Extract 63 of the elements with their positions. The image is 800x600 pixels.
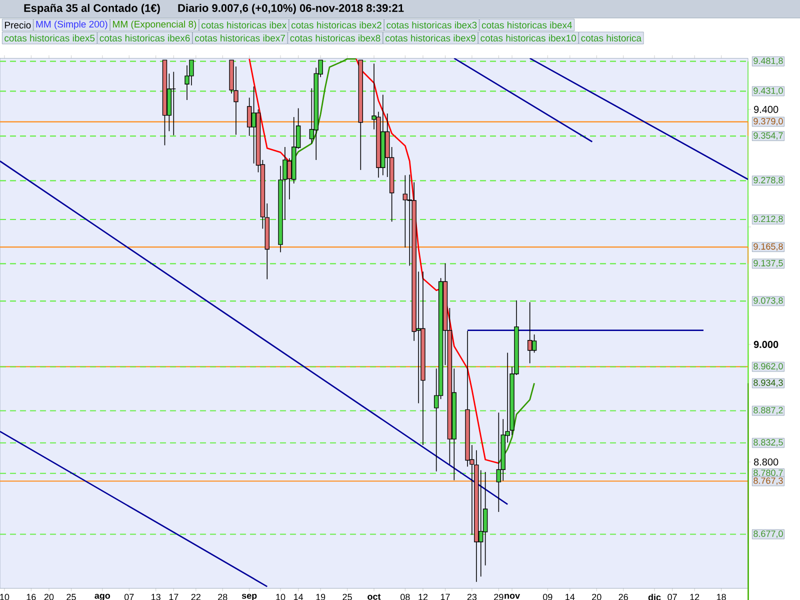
chart-title: España 35 al Contado (1€) bbox=[24, 4, 160, 14]
y-tick-label: 9.400 bbox=[754, 106, 778, 113]
text: cotas historicas ibex3 bbox=[386, 22, 477, 28]
text: cotas historicas ibex8 bbox=[290, 34, 380, 42]
x-tick-label: 25 bbox=[66, 594, 76, 600]
y-tick-label: 9.000 bbox=[754, 340, 778, 348]
ref-line-label: 9.431,0 bbox=[754, 87, 783, 95]
x-tick-label: 25 bbox=[342, 594, 352, 600]
ref-line-label: 9.354,7 bbox=[754, 132, 783, 140]
x-tick-label: 14 bbox=[294, 594, 304, 600]
x-tick-label: 19 bbox=[316, 594, 326, 600]
text: cotas historicas ibex7 bbox=[195, 34, 285, 42]
text: 8.934,3 bbox=[754, 380, 783, 387]
ref-line-label: 8.832,5 bbox=[754, 439, 783, 447]
x-tick-label: 07 bbox=[124, 594, 134, 600]
x-tick-label: 10 bbox=[276, 594, 286, 600]
x-tick-label: 12 bbox=[690, 594, 700, 600]
x-tick-label: dic bbox=[648, 594, 661, 600]
x-tick-label: 07 bbox=[668, 594, 677, 600]
x-tick-label: 23 bbox=[467, 594, 477, 600]
x-tick-label: 12 bbox=[418, 594, 428, 600]
text: cotas historicas ibex6 bbox=[100, 34, 190, 42]
ref-line-label: 8.962,0 bbox=[754, 363, 783, 371]
ref-line-label: 8.887,2 bbox=[754, 407, 783, 414]
ref-line-label: 8.767,3 bbox=[754, 477, 783, 485]
x-tick-label: 13 bbox=[152, 594, 160, 600]
ref-line-label: 9.073,8 bbox=[754, 297, 783, 305]
x-tick-label: 29 bbox=[494, 594, 504, 600]
x-tick-label: 17 bbox=[440, 594, 450, 600]
x-tick-label: 22 bbox=[191, 594, 200, 600]
x-tick-label: 14 bbox=[566, 594, 575, 600]
y-tick-label: 8.800 bbox=[754, 458, 778, 466]
ref-line-label: 9.278,8 bbox=[754, 176, 783, 184]
text: Precio bbox=[4, 22, 31, 28]
text: cotas historica bbox=[581, 34, 642, 42]
x-tick-label: 17 bbox=[169, 594, 178, 600]
ref-line-label: 9.212,8 bbox=[754, 216, 783, 224]
x-tick-label: 08 bbox=[400, 594, 410, 600]
text: cotas historicas ibex9 bbox=[385, 34, 476, 42]
x-tick-label: 26 bbox=[618, 594, 628, 600]
chart-subtitle: Diario 9.007,6 (+0,10%) 06-nov-2018 8:39:21 bbox=[178, 4, 404, 14]
x-tick-label: 16 bbox=[26, 594, 36, 600]
x-tick-label: 10 bbox=[0, 594, 10, 600]
x-tick-label: 28 bbox=[218, 594, 228, 600]
ref-line-label: 9.137,5 bbox=[754, 260, 783, 268]
x-tick-label: 18 bbox=[716, 594, 726, 600]
ref-line-label: 8.677,0 bbox=[754, 530, 783, 538]
text: cotas historicas ibex2 bbox=[291, 22, 382, 28]
ref-line-label: 9.379,0 bbox=[754, 118, 783, 126]
text: MM (Simple 200) bbox=[36, 20, 108, 30]
text: cotas historicas ibex10 bbox=[480, 34, 576, 42]
text: cotas historicas ibex4 bbox=[482, 22, 572, 28]
x-tick-label: 09 bbox=[542, 594, 552, 600]
ref-line-label: 9.165,8 bbox=[754, 243, 783, 251]
ref-line-label: 9.481,8 bbox=[754, 58, 783, 66]
x-tick-label: 20 bbox=[44, 594, 54, 600]
x-tick-label: oct bbox=[368, 594, 381, 600]
text: cotas historicas ibex bbox=[202, 22, 287, 28]
text: MM (Exponencial 8) bbox=[113, 20, 196, 30]
text: cotas historicas ibex5 bbox=[4, 34, 95, 42]
ref-line-label: 8.780,7 bbox=[754, 470, 783, 478]
x-tick-label: nov bbox=[504, 594, 520, 599]
x-tick-label: 20 bbox=[592, 594, 602, 600]
